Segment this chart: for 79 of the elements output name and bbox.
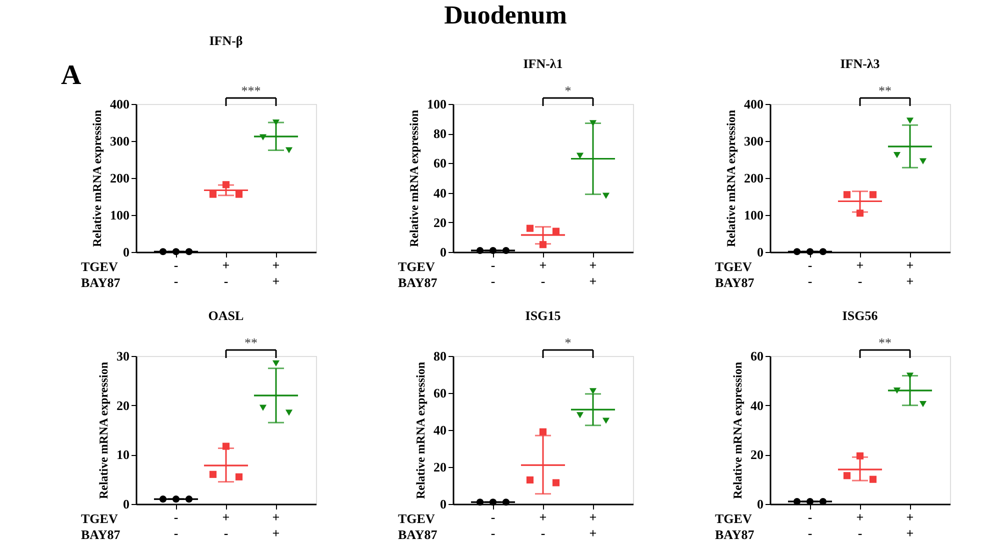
text: * (564, 335, 572, 350)
text: ** (878, 83, 892, 98)
x-tick-label: + - (222, 510, 230, 540)
text: BAY87 (81, 275, 121, 290)
chart-title: IFN-β (209, 33, 243, 48)
y-tick-label: 300 (110, 134, 130, 148)
y-tick-label: 40 (434, 422, 446, 438)
text: TGEV (398, 259, 436, 274)
text: BAY87 (715, 275, 755, 290)
y-tick-label: 300 (744, 134, 764, 148)
text: *** (241, 83, 261, 98)
text: BAY87 (398, 275, 438, 290)
x-tick-label: + + (589, 258, 597, 288)
y-tick-label: 100 (427, 96, 446, 112)
y-tick-label: 0 (757, 244, 764, 260)
y-tick-label: 400 (110, 96, 130, 112)
y-axis-title: Relative mRNA expression (96, 362, 110, 500)
chart-title: ISG15 (525, 308, 562, 323)
y-tick-label: 80 (434, 348, 446, 364)
y-tick-label: 400 (744, 96, 764, 112)
text: BAY87 (81, 527, 121, 542)
chart-title: IFN-λ3 (840, 56, 880, 71)
y-tick-label: 20 (750, 447, 764, 462)
y-axis-title: Relative mRNA expression (407, 110, 421, 248)
y-tick-label: 30 (116, 348, 130, 364)
x-tick-label: + - (539, 258, 547, 288)
y-tick-label: 20 (116, 398, 130, 413)
y-tick-label: 0 (757, 496, 764, 512)
y-tick-label: 20 (434, 214, 446, 230)
text: TGEV (81, 259, 118, 274)
y-tick-label: 200 (110, 170, 130, 186)
x-tick-label: + + (906, 510, 914, 540)
x-tick-label: + + (906, 258, 914, 288)
y-tick-label: 20 (434, 460, 446, 474)
text: A (61, 60, 82, 91)
chart-title: IFN-λ1 (523, 56, 563, 71)
chart-title: OASL (208, 308, 244, 323)
text: TGEV (715, 259, 752, 274)
text: BAY87 (715, 527, 755, 542)
y-tick-label: 0 (123, 496, 130, 512)
x-tick-label: + - (856, 510, 864, 540)
chart-title: ISG56 (842, 308, 878, 323)
x-tick-label: + + (272, 510, 280, 540)
text: TGEV (81, 511, 118, 526)
x-tick-label: - - (174, 510, 178, 540)
x-tick-label: + + (589, 510, 597, 540)
x-tick-label: - - (490, 510, 496, 540)
y-tick-label: 60 (434, 386, 446, 400)
x-tick-label: - - (174, 258, 178, 288)
x-tick-label: + - (222, 258, 230, 288)
text: TGEV (398, 511, 436, 526)
y-tick-label: 40 (434, 185, 446, 200)
text: ** (244, 335, 258, 350)
y-tick-label: 200 (744, 170, 764, 186)
x-tick-label: + + (272, 258, 280, 288)
text: TGEV (715, 511, 752, 526)
y-tick-label: 100 (744, 208, 764, 222)
y-tick-label: 10 (116, 447, 130, 462)
x-tick-label: - - (808, 510, 812, 540)
x-tick-label: - - (490, 258, 496, 288)
x-tick-label: + - (856, 258, 864, 288)
y-tick-label: 60 (750, 348, 764, 364)
text: BAY87 (398, 527, 438, 542)
y-tick-label: 0 (440, 496, 446, 512)
y-tick-label: 40 (750, 398, 764, 413)
y-tick-label: 0 (123, 244, 130, 260)
x-tick-label: - - (808, 258, 812, 288)
y-tick-label: 100 (110, 208, 130, 222)
text: ** (878, 335, 892, 350)
y-axis-title: Relative mRNA expression (730, 362, 744, 500)
y-axis-title: Relative mRNA expression (90, 110, 104, 248)
y-tick-label: 80 (434, 126, 446, 142)
y-axis-title: Relative mRNA expression (414, 362, 428, 500)
y-tick-label: 0 (440, 244, 446, 260)
y-tick-label: 60 (434, 156, 446, 171)
x-tick-label: + - (539, 510, 547, 540)
text: Duodenum (444, 0, 568, 30)
text: * (564, 83, 572, 98)
y-axis-title: Relative mRNA expression (724, 110, 738, 248)
